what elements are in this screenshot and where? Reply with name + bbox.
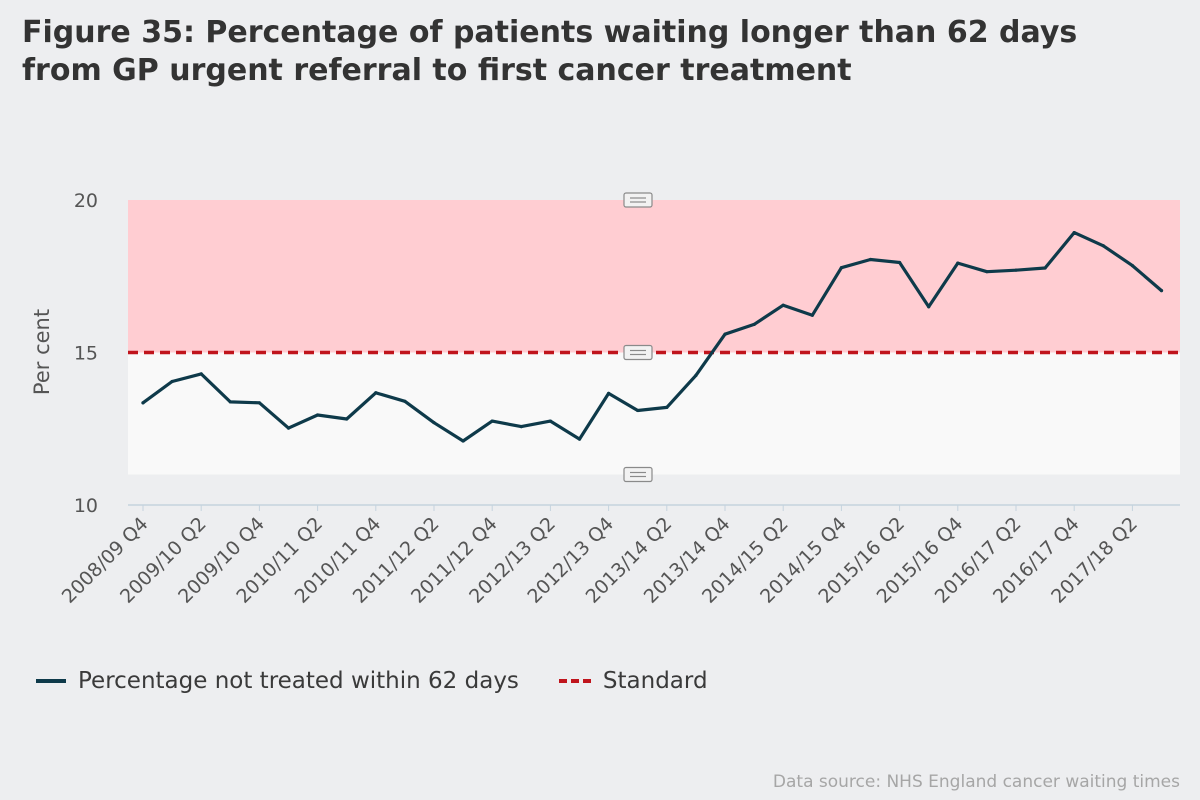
data-point [927,305,931,309]
data-point [665,405,669,409]
data-point [839,266,844,270]
data-point [345,417,349,421]
data-point [1043,266,1047,270]
data-point [636,408,640,413]
legend-swatch-dashed [558,679,591,683]
data-point [1159,288,1164,293]
data-point [461,439,465,443]
handle-box [623,192,653,208]
data-point [868,257,873,262]
band-1 [128,352,1180,475]
data-point [548,419,553,423]
data-point [141,401,145,405]
legend-swatch-solid [36,679,66,683]
data-point [432,421,436,425]
series-layer [128,231,1180,443]
legend: Percentage not treated within 62 days St… [36,668,748,694]
data-point [1014,268,1018,272]
band-layer [128,200,1180,475]
legend-item-percentage: Percentage not treated within 62 days [36,668,519,694]
y-tick-label-20: 20 [74,190,98,212]
y-axis-label: Per cent [30,309,54,395]
data-point [1072,231,1076,235]
data-point [898,260,902,265]
chart-title: Figure 35: Percentage of patients waitin… [22,15,1078,88]
legend-label-standard: Standard [602,668,708,694]
y-tick-label-10: 10 [74,495,98,517]
band-handle-icon[interactable] [623,344,653,361]
legend-item-standard: Standard [558,668,708,694]
data-point [577,437,582,441]
band-handle-icon[interactable] [623,192,653,208]
data-point [490,419,494,423]
data-point [519,425,523,429]
data-point [257,401,261,405]
data-point [374,391,378,395]
data-point [781,303,785,307]
band-handle-icon[interactable] [623,466,653,483]
data-point [286,426,291,430]
data-source-note: Data source: NHS England cancer waiting … [772,772,1180,792]
handle-box [623,344,653,361]
data-point [1101,244,1105,248]
legend-label-percentage: Percentage not treated within 62 days [78,668,519,694]
data-point [199,372,203,376]
data-point [316,413,320,417]
data-point [1130,263,1134,268]
data-point [956,261,960,265]
data-point [694,373,698,377]
data-point [170,379,174,384]
data-point [985,270,989,274]
data-point [228,400,232,404]
data-point [810,313,814,317]
data-point [403,399,407,403]
annotation-handles[interactable] [623,192,653,483]
handle-box [623,466,653,483]
data-point [607,391,611,395]
y-tick-label-15: 15 [74,343,98,365]
percentage-line [141,231,1164,443]
data-point [723,332,727,336]
data-point [752,322,756,327]
band-0 [128,200,1180,353]
